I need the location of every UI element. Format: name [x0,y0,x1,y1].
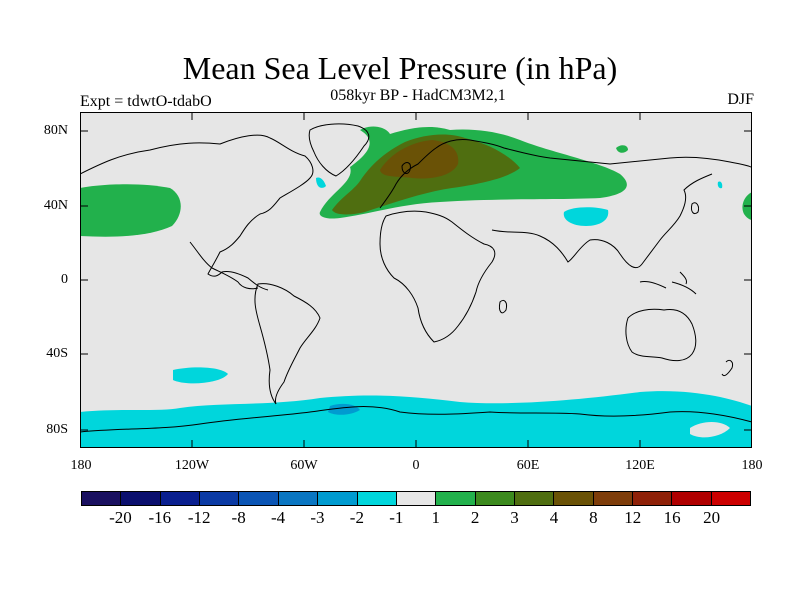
australia-coast [625,308,697,362]
colorbar-label: -2 [349,508,364,527]
lon-tick-label: 60E [516,458,540,473]
se-asia-islands [639,271,697,295]
colorbar-label: 16 [663,508,681,527]
lon-tick-label: 180 [741,458,763,473]
antarctica-coast [79,406,753,433]
colorbar-label: -1 [389,508,404,527]
colorbar-swatch [396,492,437,505]
tick-marks [80,112,752,448]
coastlines [79,123,753,433]
colorbar-swatch [278,492,319,505]
lat-tick-label: 0 [61,272,68,287]
lon-tick-label: 0 [412,458,420,473]
arctic-pos1 [616,145,628,153]
colorbar-swatch [554,492,594,505]
lat-tick-label: 40N [43,198,68,213]
labrador-neg1 [316,177,326,188]
nw-pacific-neg1 [717,181,723,189]
colorbar-label: -3 [310,508,325,527]
south-america-coast [254,283,321,405]
colorbar-label: -8 [231,508,246,527]
colorbar-swatch [475,492,515,505]
experiment-label: Expt = tdwtO-tdabO [80,93,212,110]
colorbar [81,491,751,506]
colorbar-swatch [672,492,712,505]
lon-tick-label: 120E [625,458,655,473]
colorbar-label: -20 [109,508,132,527]
south-pacific-neg1 [173,367,228,384]
madagascar-coast [499,299,507,314]
colorbar-swatch [318,492,358,505]
europe-coast [379,139,753,209]
colorbar-label: 20 [703,508,721,527]
north-atlantic-pos3 [380,140,459,179]
colorbar-label: -4 [270,508,286,527]
north-america-coast [79,134,314,291]
season-label: DJF [727,91,754,108]
lon-tick-label: 60W [290,458,318,473]
colorbar-swatch [436,492,476,505]
pacific-pos1 [80,184,181,237]
colorbar-swatch [82,492,122,505]
colorbar-swatch [121,492,161,505]
uk-coast [401,162,411,174]
colorbar-swatch [200,492,240,505]
japan-coast [691,202,699,215]
colorbar-label: -12 [187,508,211,527]
ross-sea-grey [690,422,730,438]
new-zealand-coast [721,359,733,377]
colorbar-label: 3 [510,508,519,527]
colorbar-swatch [633,492,673,505]
colorbar-swatch [357,492,397,505]
colorbar-label: 4 [549,508,559,527]
colorbar-swatch [160,492,201,505]
colorbar-swatch [593,492,634,505]
pressure-map [79,112,753,448]
central-asia-neg1 [563,207,609,226]
colorbar-label: 2 [470,508,480,527]
lat-tick-label: 80S [46,422,68,437]
southern-ocean-neg1 [80,391,752,448]
lat-tick-label: 80N [43,123,68,138]
colorbar-swatch [711,492,751,505]
colorbar-label: 1 [431,508,440,527]
colorbar-swatch [514,492,555,505]
lat-tick-label: 40S [46,346,68,361]
colorbar-label: -16 [148,508,172,527]
lon-tick-label: 180 [70,458,92,473]
lon-tick-label: 120W [174,458,210,473]
asia-coast [491,173,713,269]
africa-coast [379,210,496,343]
colorbar-swatch [239,492,279,505]
colorbar-label: 12 [624,508,642,527]
central-america-coast [189,241,259,290]
greenland-coast [308,123,370,177]
chart-subtitle: 058kyr BP - HadCM3M2,1 [330,87,506,104]
chart-title: Mean Sea Level Pressure (in hPa) [182,50,618,86]
map-panel [79,112,753,448]
colorbar-label: 8 [589,508,598,527]
